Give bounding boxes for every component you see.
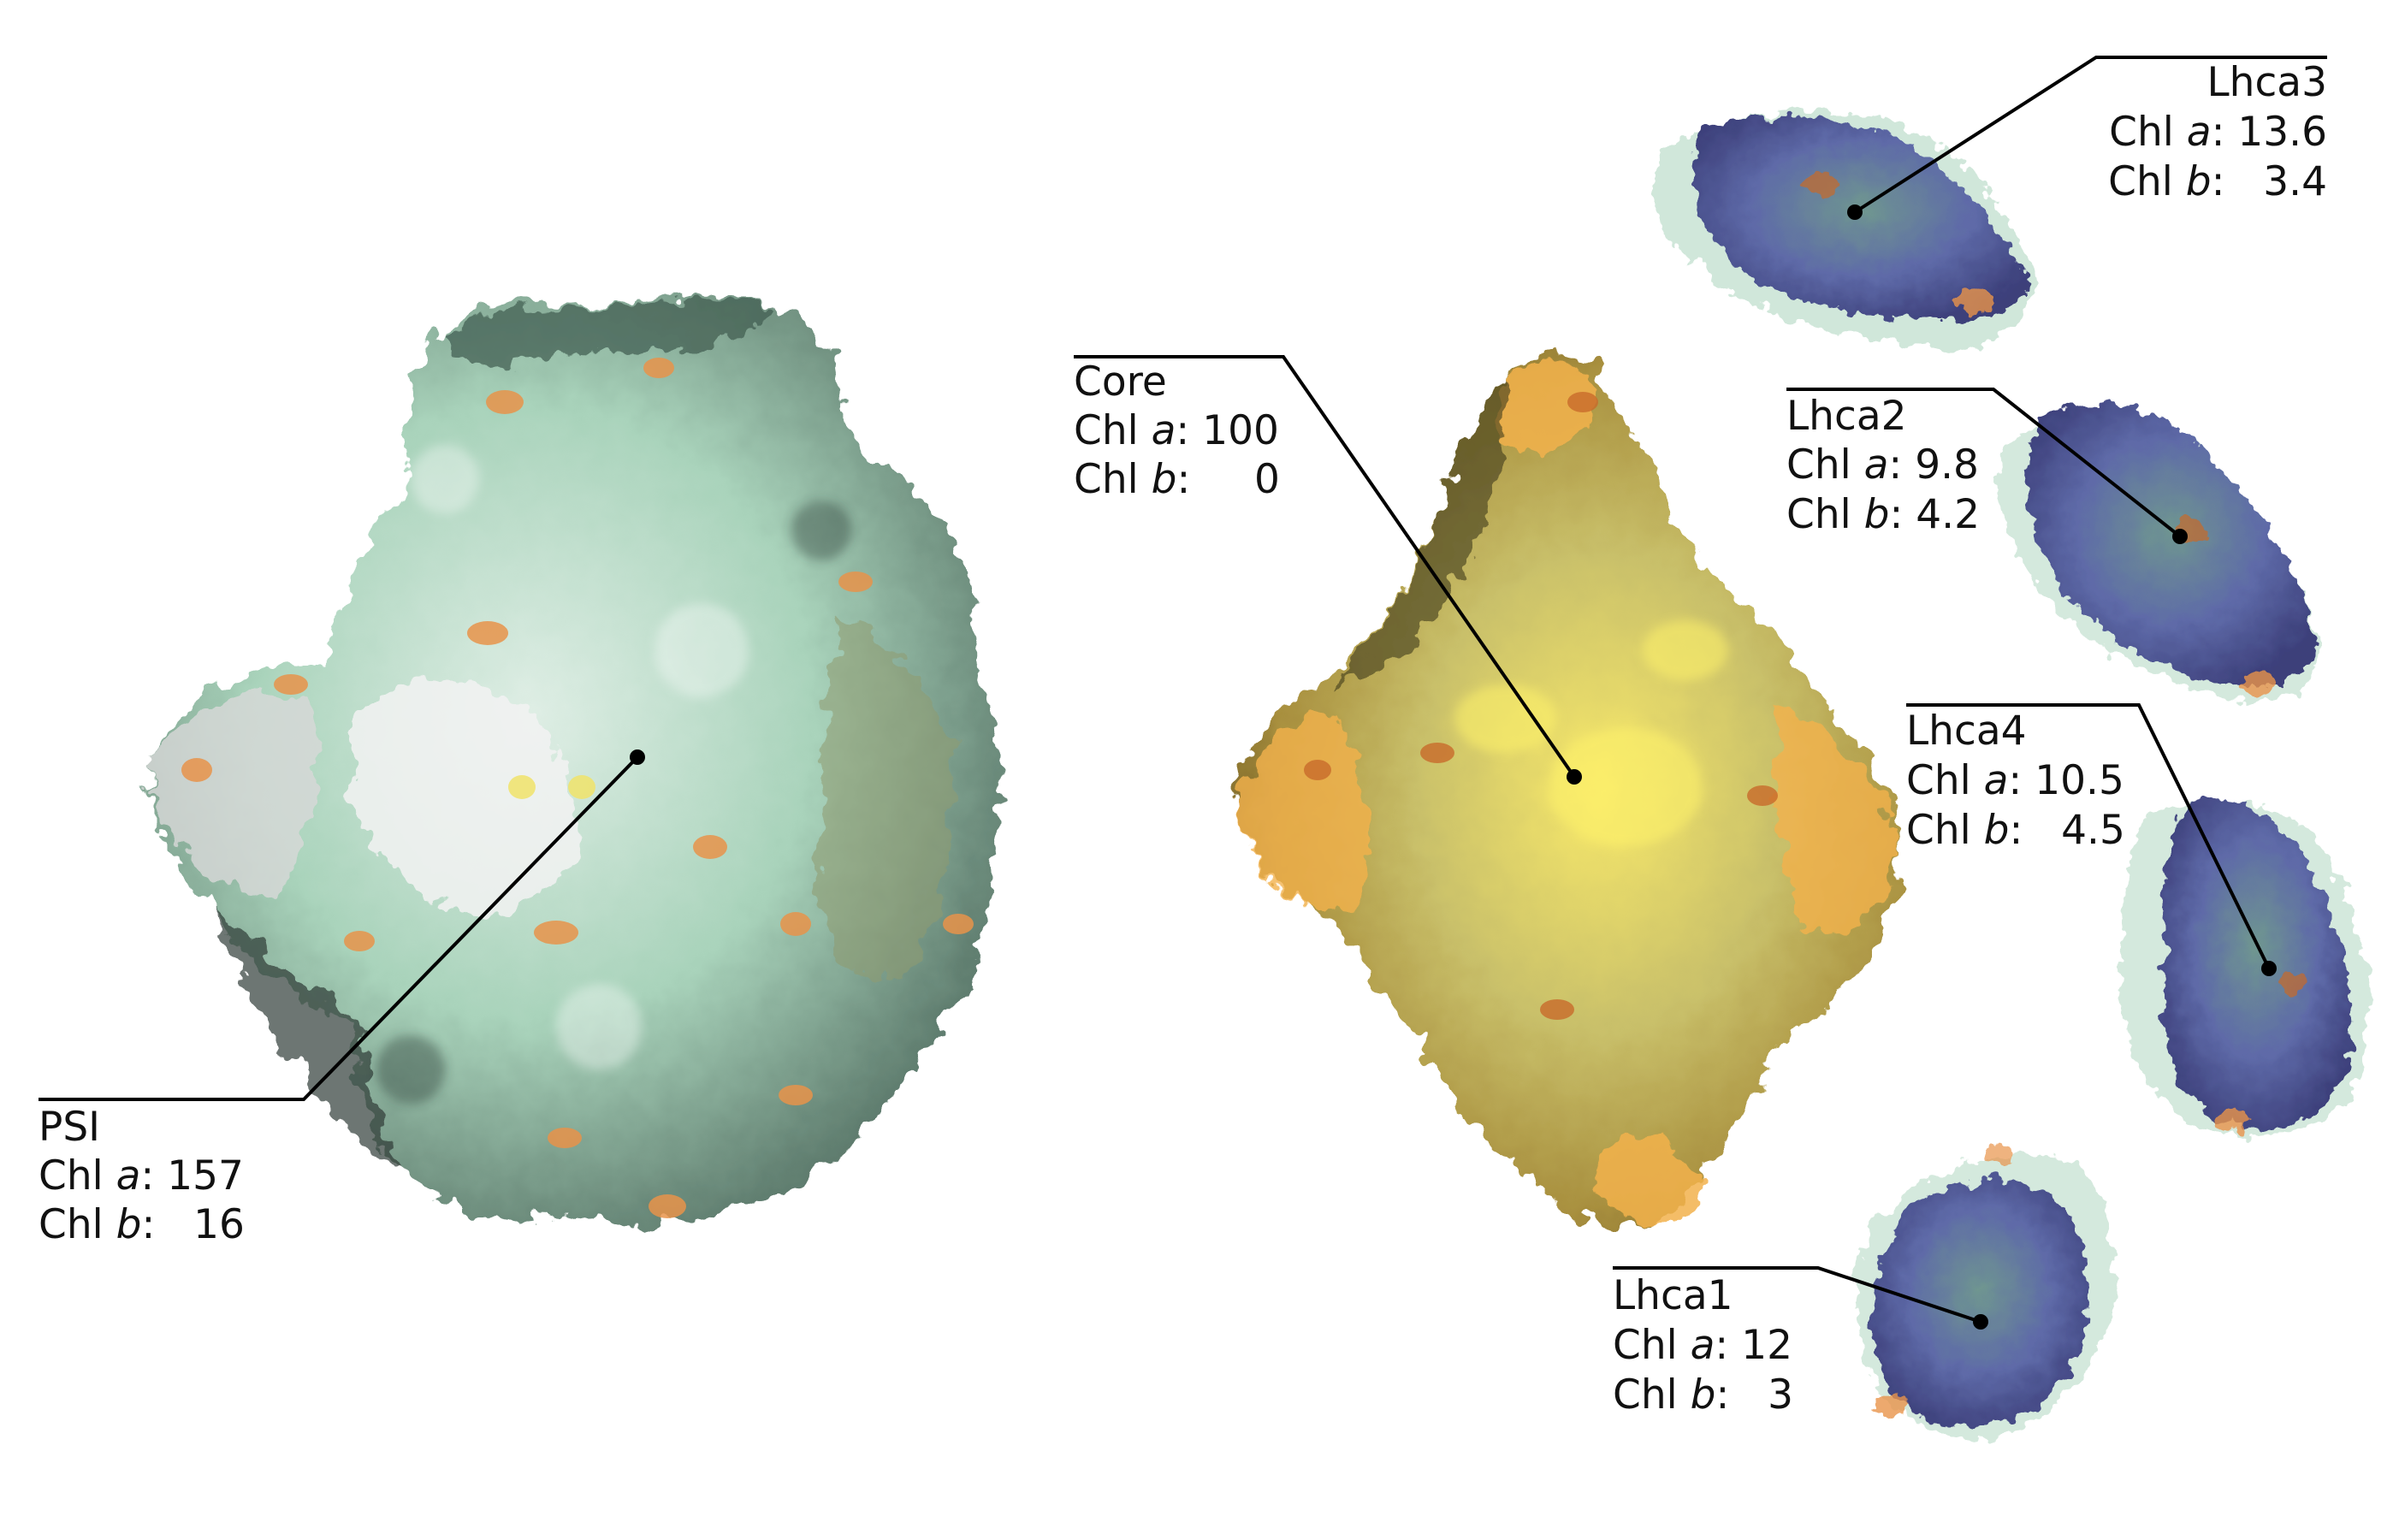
psi-dark-edge-left — [214, 907, 402, 1172]
psi-surface-texture — [376, 445, 851, 1104]
lhca1-label-chl-a: Chl a: 12 — [1613, 1322, 1792, 1369]
psi-leader-dot — [630, 749, 645, 765]
psi-white-region — [349, 679, 579, 914]
lhca3-structure — [1650, 111, 2036, 349]
lhca4-label-chl-b: Chl b: 4.5 — [1906, 807, 2125, 854]
lhca4-pigment — [2216, 1109, 2250, 1133]
lhca3-label-chl-a: Chl a: 13.6 — [2109, 109, 2327, 156]
core-orange-left — [1232, 710, 1369, 915]
core-pigment-patches — [1304, 392, 1778, 1020]
lhca1-label-name: Lhca1 — [1613, 1272, 1733, 1319]
core-orange-top — [1498, 358, 1600, 455]
lhca4-body — [2162, 798, 2351, 1129]
lhca2-label-chl-a: Chl a: 9.8 — [1786, 441, 1979, 489]
psi-label-name: PSI — [39, 1104, 100, 1151]
lhca1-label-chl-b: Chl b: 3 — [1613, 1371, 1793, 1419]
lhca4-pigment-2 — [2279, 974, 2307, 994]
core-label-chl-b: Chl b: 0 — [1074, 456, 1280, 503]
lhca4-leader-dot — [2261, 961, 2277, 976]
lhca3-label: Lhca3 Chl a: 13.6 Chl b: 3.4 — [2108, 59, 2327, 205]
lhca1-structure — [1856, 1145, 2116, 1439]
psi-dark-edge-top — [445, 299, 770, 368]
lhca4-leader-line — [1906, 703, 2271, 969]
core-label: Core Chl a: 100 Chl b: 0 — [1074, 358, 1280, 503]
psi-complex-structure — [149, 295, 1000, 1224]
core-dark-left — [1335, 376, 1508, 684]
lhca2-structure — [1998, 404, 2319, 702]
lhca2-pigment — [2242, 674, 2276, 695]
core-leader-dot — [1567, 769, 1582, 785]
lhca4-structure — [2120, 798, 2368, 1138]
lhca1-pigment — [1874, 1391, 1908, 1415]
lhca3-leader-line — [1853, 56, 2327, 214]
psi-olive-right-region — [817, 616, 952, 980]
lhca1-label: Lhca1 Chl a: 12 Chl b: 3 — [1613, 1272, 1793, 1419]
lhca4-label-name: Lhca4 — [1906, 708, 2027, 755]
lhca3-leader-dot — [1847, 204, 1863, 220]
psi-silhouette — [149, 295, 1000, 1224]
psi-label: PSI Chl a: 157 Chl b: 16 — [39, 1104, 245, 1248]
lhca3-label-chl-b: Chl b: 3.4 — [2108, 158, 2327, 205]
lhca1-leader-dot — [1973, 1314, 1988, 1330]
lhca2-label-name: Lhca2 — [1786, 393, 1907, 440]
core-structure — [1232, 352, 1901, 1229]
psi-leader-line — [39, 755, 639, 1101]
lhca2-body — [2026, 404, 2314, 687]
psi-pigment-patches — [181, 358, 974, 1218]
lhca4-label: Lhca4 Chl a: 10.5 Chl b: 4.5 — [1906, 708, 2125, 854]
lhca1-body — [1871, 1179, 2089, 1427]
core-leader-line — [1074, 355, 1576, 779]
core-label-name: Core — [1074, 358, 1167, 406]
lhca2-label-chl-b: Chl b: 4.2 — [1786, 491, 1980, 538]
lhca2-label: Lhca2 Chl a: 9.8 Chl b: 4.2 — [1786, 393, 1980, 538]
lhca2-leader-dot — [2172, 529, 2188, 544]
lhca3-pigment — [1954, 287, 1999, 311]
lhca1-leader-line — [1613, 1266, 1981, 1324]
lhca3-label-name: Lhca3 — [2206, 59, 2327, 106]
psi-grey-left-lobe — [149, 695, 317, 895]
psi-label-chl-a: Chl a: 157 — [39, 1152, 244, 1199]
core-bottom-orange — [1596, 1129, 1703, 1225]
core-highlight — [1454, 620, 1728, 847]
leader-lines — [39, 56, 2327, 1330]
core-orange-right — [1776, 702, 1899, 934]
lhca3-pigment-2 — [1805, 174, 1839, 194]
lhca4-label-chl-a: Chl a: 10.5 — [1906, 757, 2124, 804]
lhca3-body — [1693, 116, 2028, 322]
psi-label-chl-b: Chl b: 16 — [39, 1201, 245, 1248]
lhca1-pigment-2 — [1988, 1145, 2016, 1165]
lhca2-leader-line — [1786, 388, 2182, 538]
core-label-chl-a: Chl a: 100 — [1074, 407, 1279, 454]
